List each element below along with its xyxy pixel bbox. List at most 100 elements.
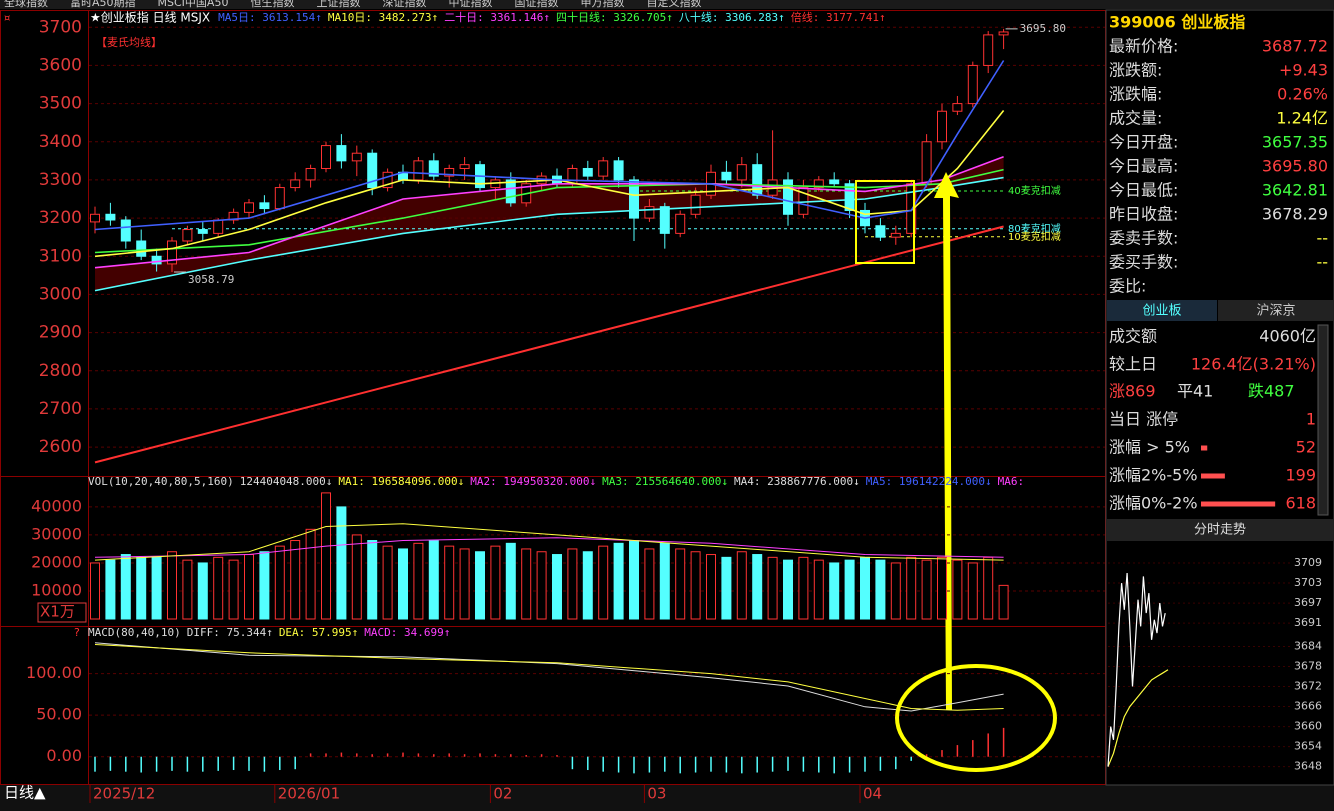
volume-bar: [921, 559, 932, 620]
volume-bar: [552, 554, 562, 620]
panel-marker: ?: [74, 626, 80, 639]
volume-bar: [629, 540, 639, 620]
stat-label: 当日 涨停: [1109, 410, 1178, 429]
top-tab[interactable]: 深证指数: [382, 0, 426, 9]
date-label: 03: [647, 785, 666, 803]
band-label: 涨幅 > 5%: [1109, 438, 1190, 457]
indicator-legend: MA6:: [998, 475, 1025, 488]
band-label: 涨幅0%-2%: [1109, 494, 1198, 513]
candle-body: [305, 167, 316, 181]
intraday-tick: 3691: [1294, 616, 1322, 629]
tab-label[interactable]: 沪深京: [1256, 303, 1295, 319]
top-tab[interactable]: 中证指数: [448, 0, 492, 9]
quote-value: 3695.80: [1262, 157, 1328, 176]
intraday-tick: 3666: [1294, 700, 1322, 713]
band-count: 618: [1285, 494, 1316, 513]
tab-label[interactable]: 创业板: [1142, 304, 1181, 319]
indicator-name: 【麦氏均线】: [96, 35, 162, 49]
quote-label: 今日开盘:: [1109, 133, 1178, 152]
quote-value: 3642.81: [1262, 181, 1328, 200]
band-bar: [1201, 445, 1208, 451]
quote-label: 委买手数:: [1109, 253, 1178, 272]
ma-line: [94, 168, 1004, 254]
volume-bar: [783, 559, 793, 620]
volume-bar: [120, 554, 131, 620]
candle-body: [675, 213, 686, 234]
stat-label: 成交额: [1109, 327, 1157, 346]
volume-bar: [475, 551, 485, 620]
top-tab[interactable]: 上证指数: [316, 0, 360, 9]
volume-bar: [675, 548, 686, 620]
stat-value: 1: [1306, 410, 1316, 429]
volume-bar: [860, 556, 870, 620]
indicator-legend: DIFF: 75.344↑: [187, 626, 273, 639]
candle-body: [890, 232, 901, 238]
top-tab[interactable]: 国证指数: [514, 0, 558, 9]
volume-bar: [798, 556, 809, 620]
top-tab[interactable]: 申万指数: [580, 0, 624, 9]
volume-bar: [90, 562, 100, 620]
y-tick-label: 40000: [31, 496, 82, 515]
indicator-legend: DEA: 57.995↑: [279, 626, 358, 639]
candle-body: [921, 141, 932, 185]
top-tab[interactable]: 自定义指数: [646, 0, 701, 9]
intraday-tick: 3678: [1294, 660, 1322, 673]
y-tick-label: 2700: [39, 399, 82, 419]
candle-body: [783, 179, 793, 215]
candle-body: [690, 194, 701, 215]
scrollbar: [1317, 324, 1329, 516]
highlight-ellipse: [895, 664, 1057, 772]
intraday-tick: 3697: [1294, 596, 1322, 609]
quote-label: 今日最高:: [1109, 157, 1178, 176]
volume-bar: [937, 556, 947, 620]
quote-label: 委卖手数:: [1109, 229, 1178, 248]
y-tick-label: 3600: [39, 55, 82, 75]
stat-value: 4060亿: [1259, 327, 1316, 346]
candle-body: [505, 179, 516, 204]
volume-bar: [151, 556, 162, 620]
volume-bar: [321, 492, 331, 620]
volume-ma-line: [94, 537, 1004, 558]
candle-body: [321, 145, 331, 169]
period-label[interactable]: 日线▲: [4, 784, 46, 802]
volume-bar: [259, 551, 270, 620]
macd-line: [94, 644, 1004, 711]
callout-arrow: [934, 172, 959, 710]
candle-body: [182, 229, 193, 242]
candle-body: [829, 179, 840, 185]
top-tab[interactable]: MSCI中国A50: [158, 0, 229, 9]
stat-down: 跌487: [1248, 382, 1295, 401]
marker-label: 40麦克扣减: [1008, 184, 1061, 197]
date-label: 2025/12: [93, 785, 155, 803]
marker-label: 80麦克扣减: [1008, 222, 1061, 235]
band-count: 52: [1296, 438, 1316, 457]
volume-bar: [967, 562, 978, 620]
volume-bar: [582, 551, 593, 620]
volume-ma-line: [94, 523, 1004, 561]
candle-body: [752, 164, 763, 196]
quote-title: 399006 创业板指: [1109, 13, 1245, 32]
intraday-tick: 3672: [1294, 680, 1322, 693]
top-tab[interactable]: 恒生指数: [250, 0, 294, 9]
candle-body: [983, 34, 994, 66]
side-panel: [1105, 9, 1334, 786]
indicator-legend: MA3: 215564640.000↓: [602, 475, 728, 488]
candle-body: [136, 240, 147, 257]
intraday-tick: 3684: [1294, 639, 1322, 652]
quote-label: 今日最低:: [1109, 181, 1178, 200]
top-tab[interactable]: 富时A50期指: [70, 0, 136, 9]
quote-value: --: [1316, 253, 1328, 272]
candle-body: [259, 202, 270, 210]
volume-bar: [351, 534, 362, 620]
candle-body: [290, 179, 301, 189]
volume-bar: [105, 559, 116, 620]
ma-line: [94, 176, 1004, 292]
candle-body: [967, 64, 978, 105]
stat-flat: 平41: [1177, 382, 1213, 401]
y-tick-label: 100.00: [26, 663, 82, 682]
indicator-legend: 二十日: 3361.146↑: [444, 10, 550, 24]
volume-bar: [336, 506, 347, 620]
candle-body: [120, 219, 131, 242]
top-tab[interactable]: 全球指数: [4, 0, 48, 9]
band-bar: [1201, 473, 1225, 479]
